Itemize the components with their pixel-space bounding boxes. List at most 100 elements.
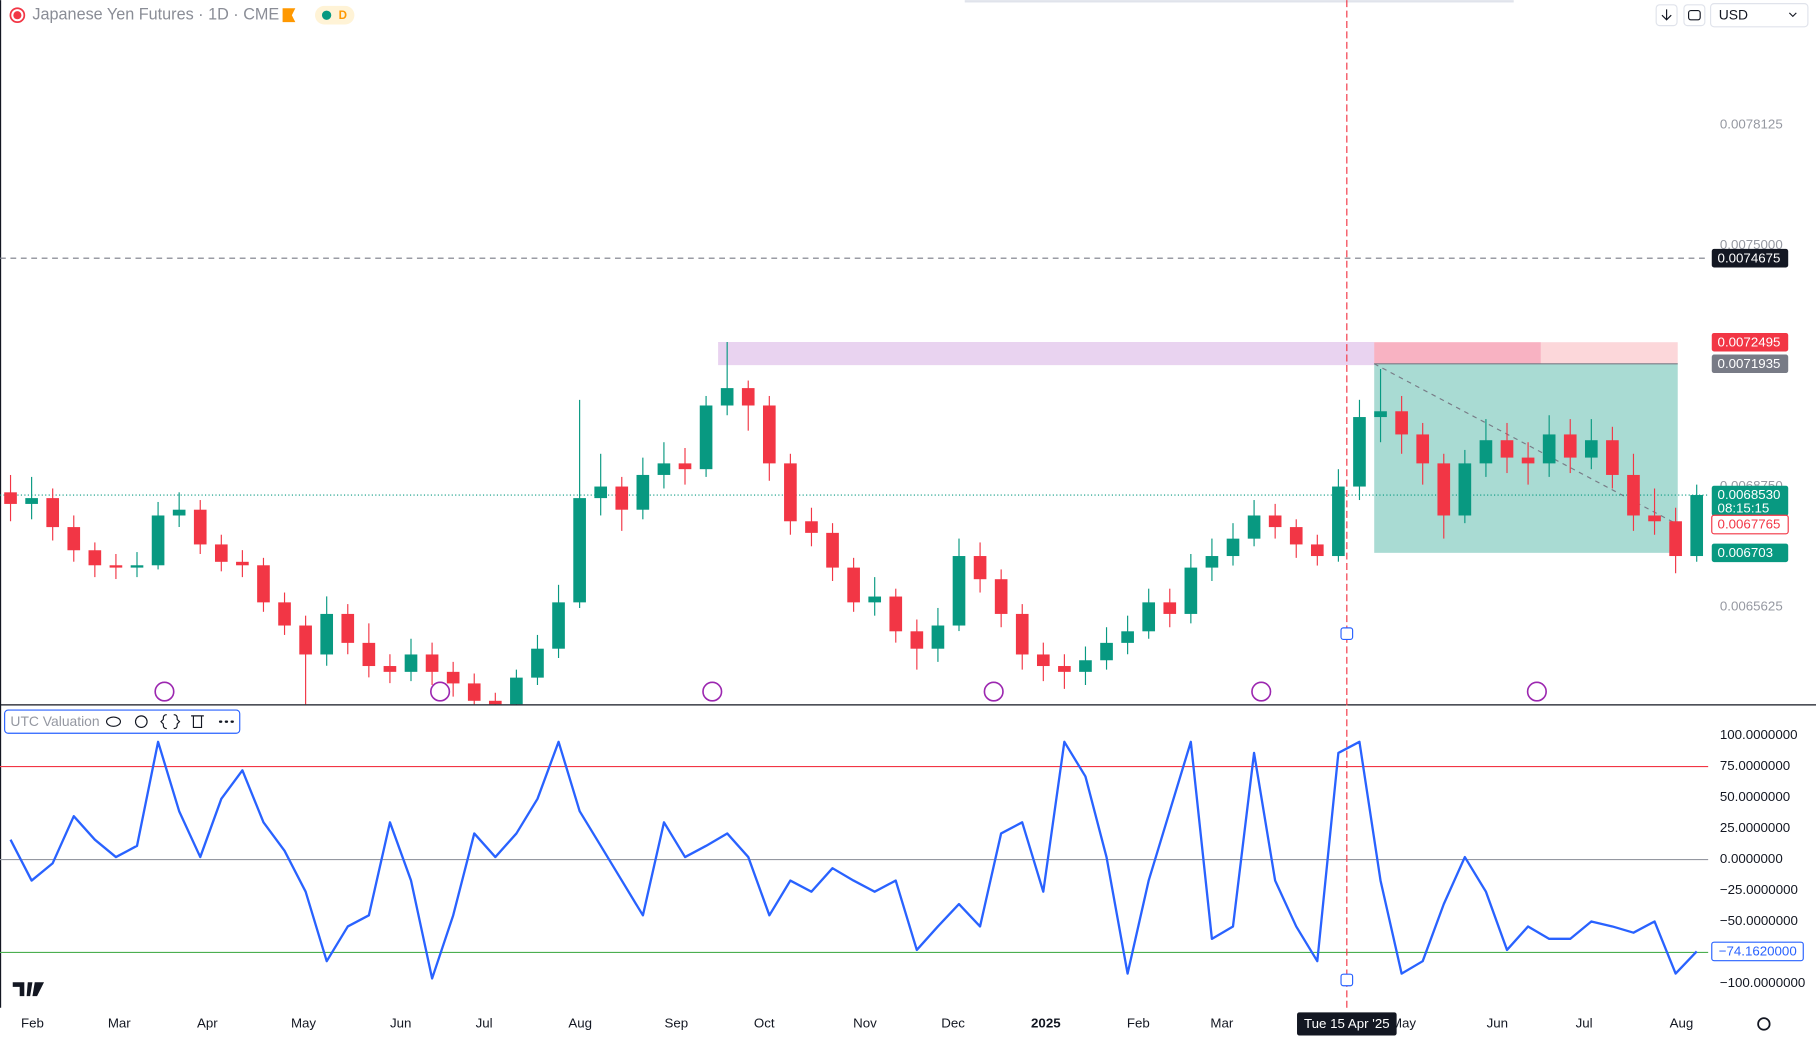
candle-body <box>1163 602 1177 614</box>
position-stop <box>1374 342 1678 364</box>
indicator-title: UTC Valuation <box>10 713 99 729</box>
indicator-box[interactable] <box>4 709 241 734</box>
currency-text: USD <box>1719 6 1748 22</box>
x-tick-label: Feb <box>1127 1015 1150 1030</box>
candle-body <box>1563 434 1577 458</box>
candle-body <box>1036 654 1050 667</box>
candle-body <box>952 556 966 626</box>
refresh-button[interactable] <box>1683 4 1706 27</box>
oscillator-badge-text: −74.1620000 <box>1719 944 1797 959</box>
x-tick-label: 2025 <box>1031 1015 1061 1030</box>
candle-body <box>552 602 565 649</box>
last-price-text: 0.0068530 <box>1718 487 1781 502</box>
candle-body <box>1458 463 1472 516</box>
candle-body <box>889 596 903 632</box>
refresh-icon <box>1688 9 1701 21</box>
event-marker[interactable] <box>983 681 1004 702</box>
candle-body <box>1310 544 1324 557</box>
candle-body <box>741 388 755 406</box>
candle-body <box>973 556 987 580</box>
candle-body <box>1416 434 1430 464</box>
candle-body <box>1184 567 1198 614</box>
indicator-legend: UTC Valuation <box>4 709 241 734</box>
x-tick-label: Jun <box>1487 1015 1508 1030</box>
y-tick-label: 0.0000000 <box>1720 851 1783 866</box>
event-marker[interactable] <box>1526 681 1547 702</box>
candle-body <box>446 671 460 684</box>
x-tick-label: May <box>291 1015 316 1030</box>
candle-body <box>699 405 713 470</box>
last-price-badge <box>1711 485 1789 516</box>
event-marker[interactable] <box>1251 681 1272 702</box>
candle-body <box>1690 495 1704 557</box>
x-tick-label: Sep <box>665 1015 689 1030</box>
candle-body <box>278 602 291 626</box>
y-tick-label: 100.0000000 <box>1720 727 1798 742</box>
y-tick-label: 50.0000000 <box>1720 789 1790 804</box>
candle-body <box>214 544 228 562</box>
candle-body <box>67 527 81 551</box>
delete-icon[interactable] <box>191 715 204 729</box>
candle-body <box>1584 440 1598 458</box>
badge-pill[interactable] <box>315 5 355 25</box>
x-tick-label: Mar <box>1210 1015 1233 1030</box>
y-tick-label: −100.0000000 <box>1720 975 1805 990</box>
candle-body <box>1142 602 1156 632</box>
candle-body <box>1226 538 1240 557</box>
price-badge <box>1711 514 1789 535</box>
candle-body <box>1669 521 1682 557</box>
event-marker[interactable] <box>430 681 451 702</box>
x-tick-label: Aug <box>568 1015 592 1030</box>
candle-body <box>1015 613 1029 655</box>
position-stop-filled <box>1374 342 1541 364</box>
oscillator-line <box>9 740 1698 980</box>
candle-body <box>362 642 376 667</box>
candle-body <box>1479 440 1493 464</box>
candle-body <box>1648 515 1661 522</box>
candle-body <box>678 463 692 470</box>
candle-body <box>594 486 608 499</box>
x-tick-label: Dec <box>941 1015 965 1030</box>
y-tick-label: 0.0078125 <box>1720 117 1783 132</box>
candle-body <box>1353 417 1366 487</box>
candle-body <box>1332 486 1345 557</box>
event-marker[interactable] <box>702 681 723 702</box>
oscillator-pane <box>0 740 1709 980</box>
x-tick-label: Feb <box>21 1015 44 1030</box>
header: Japanese Yen Futures · 1D · CME D USD <box>9 3 1809 28</box>
candle-body <box>615 486 629 510</box>
x-tick-label: Jun <box>390 1015 411 1030</box>
symbol-title: Japanese Yen Futures · 1D · CME <box>32 5 279 23</box>
candle-body <box>1079 660 1092 672</box>
candle-body <box>868 596 882 603</box>
eye-icon[interactable] <box>105 716 122 727</box>
crosshair-label: Tue 15 Apr '25 <box>1304 1016 1390 1031</box>
event-marker[interactable] <box>154 681 175 702</box>
candle-body <box>847 567 860 603</box>
candle-body <box>510 677 523 705</box>
currency-select[interactable] <box>1710 3 1809 28</box>
x-tick-label: May <box>1391 1015 1416 1030</box>
candle-body <box>826 532 839 568</box>
candle-body <box>257 565 270 603</box>
candle-body <box>931 625 945 649</box>
crosshair-handle <box>1340 973 1354 987</box>
source-icon[interactable] <box>160 714 181 730</box>
candle-body <box>784 463 797 522</box>
status-dot <box>13 11 22 20</box>
candle-body <box>1268 515 1282 528</box>
price-badge <box>1711 248 1789 268</box>
candle-body <box>88 550 102 566</box>
candle-body <box>130 565 144 568</box>
download-icon <box>1661 9 1672 21</box>
price-badge-text: 0.0067765 <box>1718 517 1781 532</box>
candle-body <box>1395 411 1408 435</box>
settings-gear[interactable] <box>1757 1017 1771 1031</box>
candle-body <box>1542 434 1556 464</box>
y-tick-label: 0.0075000 <box>1720 237 1783 252</box>
settings-icon[interactable] <box>134 715 148 729</box>
price-badge-text: 0.006703 <box>1718 545 1773 560</box>
price-badge-text: 0.0072495 <box>1718 334 1781 349</box>
candle-body <box>341 613 355 643</box>
